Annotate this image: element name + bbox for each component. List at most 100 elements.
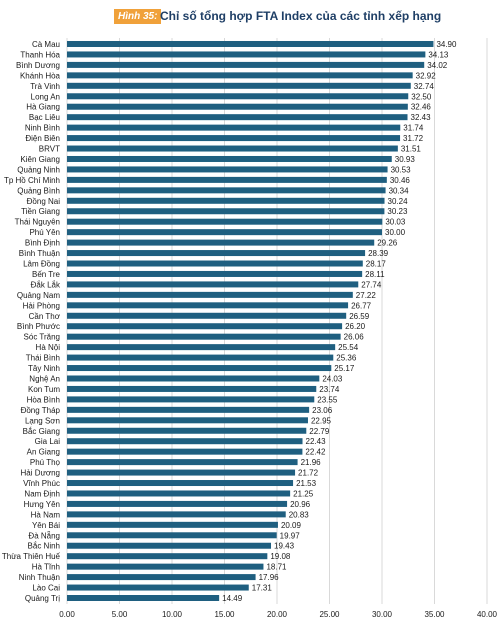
bar: [67, 323, 343, 330]
category-label: Phú Yên: [29, 228, 60, 237]
category-label: Nghệ An: [29, 374, 60, 383]
value-label: 31.74: [403, 124, 424, 133]
figure-header: Hình 35: Chỉ số tổng hợp FTA Index của c…: [0, 0, 502, 32]
category-label: Đồng Nai: [27, 197, 61, 206]
category-label: Trà Vinh: [30, 82, 60, 91]
x-axis-tick-labels: 0.00 5.00 10.00 15.00 20.00 25.00 30.00 35.00 40…: [59, 610, 497, 619]
value-label: 21.72: [298, 469, 319, 478]
bar: [67, 260, 363, 267]
category-label: Hà Nam: [31, 510, 61, 519]
value-label: 30.00: [385, 228, 406, 237]
bar: [67, 218, 383, 225]
value-label: 25.17: [334, 364, 355, 373]
category-label: Lâm Đồng: [23, 260, 60, 269]
bar: [67, 396, 315, 403]
bar: [67, 82, 411, 89]
bar: [67, 51, 426, 58]
category-label: Quảng Nam: [17, 291, 60, 300]
category-label: Đà Nẵng: [28, 531, 60, 540]
bar: [67, 291, 353, 298]
category-label: Bình Định: [25, 239, 60, 248]
bar: [67, 459, 298, 466]
bar: [67, 563, 264, 570]
category-label: Ninh Bình: [25, 124, 60, 133]
bar: [67, 208, 385, 215]
category-label: Bến Tre: [32, 270, 61, 279]
bar: [67, 417, 308, 424]
x-tick-label: 35.00: [424, 610, 445, 619]
value-label: 30.46: [390, 176, 411, 185]
category-label: Khánh Hòa: [20, 71, 61, 80]
value-label: 20.09: [281, 521, 302, 530]
category-label: Bình Thuận: [19, 249, 60, 258]
bar: [67, 344, 336, 351]
bar: [67, 553, 268, 560]
bar: [67, 103, 408, 110]
bar: [67, 281, 359, 288]
value-label: 24.03: [322, 374, 343, 383]
bar: [67, 72, 413, 79]
bar: [67, 365, 332, 372]
category-label: Quảng Ninh: [17, 165, 60, 174]
category-label: Bắc Ninh: [28, 542, 60, 551]
bar: [67, 354, 334, 361]
bar: [67, 61, 425, 68]
value-label: 34.90: [436, 40, 457, 49]
value-label: 27.74: [361, 280, 382, 289]
bar: [67, 239, 375, 246]
value-label: 19.08: [270, 552, 291, 561]
category-label: An Giang: [27, 448, 60, 457]
bars: [67, 41, 434, 601]
bar: [67, 438, 303, 445]
bar: [67, 166, 388, 173]
category-label: Bình Dương: [16, 61, 60, 70]
value-label: 32.50: [411, 92, 432, 101]
bar: [67, 385, 317, 392]
category-label: Quảng Trị: [25, 594, 60, 603]
category-label: Thái Nguyên: [15, 218, 60, 227]
category-label: Nam Định: [24, 489, 60, 498]
category-label: BRVT: [39, 145, 60, 154]
value-label: 25.54: [338, 343, 359, 352]
category-label: Hưng Yên: [24, 500, 60, 509]
category-label: Điện Biên: [25, 134, 60, 143]
bar: [67, 427, 307, 434]
category-label: Yên Bái: [32, 521, 60, 530]
category-label: Đồng Tháp: [21, 406, 61, 415]
category-label: Hà Giang: [26, 103, 60, 112]
value-label: 30.53: [391, 165, 412, 174]
category-label: Hòa Bình: [27, 395, 60, 404]
x-tick-label: 0.00: [59, 610, 75, 619]
category-label: Vĩnh Phúc: [23, 479, 60, 488]
value-label: 20.83: [289, 510, 310, 519]
x-tick-label: 20.00: [267, 610, 288, 619]
bar: [67, 41, 434, 47]
category-label: Hà Nội: [36, 343, 61, 352]
value-label: 32.43: [411, 113, 432, 122]
category-label: Phú Thọ: [30, 458, 61, 467]
value-label: 18.71: [266, 563, 287, 572]
value-label: 25.36: [336, 354, 357, 363]
bar: [67, 584, 249, 591]
value-label: 22.43: [306, 437, 327, 446]
value-label: 31.72: [403, 134, 424, 143]
value-label: 34.13: [428, 50, 449, 59]
x-tick-label: 10.00: [162, 610, 183, 619]
value-label: 26.77: [351, 301, 372, 310]
value-label: 22.42: [305, 448, 326, 457]
value-label: 30.03: [385, 218, 406, 227]
value-label: 21.25: [293, 489, 314, 498]
bar: [67, 250, 366, 257]
bar: [67, 312, 347, 319]
category-label: Hải Dương: [20, 469, 60, 478]
bar: [67, 490, 291, 497]
value-label: 31.51: [401, 145, 422, 154]
value-label: 32.74: [414, 82, 435, 91]
figure-title: Chỉ số tổng hợp FTA Index của các tỉnh x…: [160, 9, 442, 23]
category-label: Gia Lai: [35, 437, 61, 446]
value-label: 21.96: [301, 458, 322, 467]
value-label: 21.53: [296, 479, 317, 488]
